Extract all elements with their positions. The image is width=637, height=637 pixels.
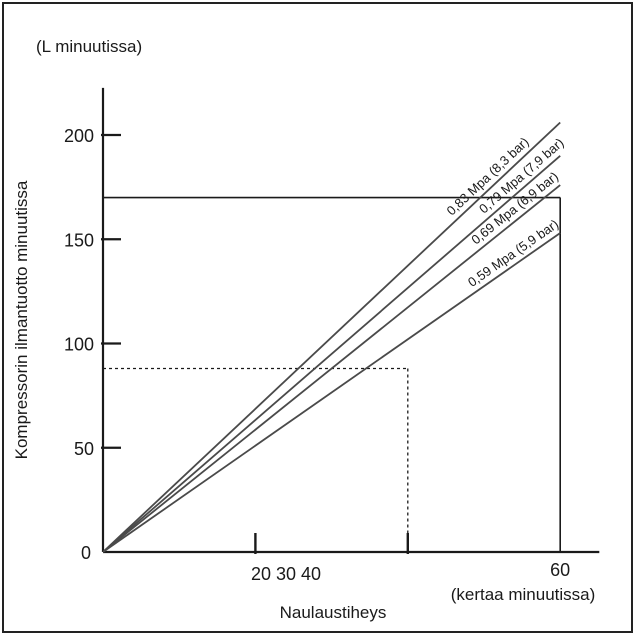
- y-tick-label: 200: [64, 126, 94, 146]
- series-line: [102, 121, 561, 553]
- series-line: [102, 184, 561, 553]
- series-line: [102, 155, 561, 553]
- x-unit-label: (kertaa minuutissa): [451, 585, 596, 604]
- y-tick-label: 0: [81, 543, 91, 563]
- y-tick-label: 150: [64, 230, 94, 250]
- x-tick-label: 60: [550, 560, 570, 580]
- y-tick-label: 100: [64, 335, 94, 355]
- x-axis-label: Naulaustiheys: [280, 603, 387, 622]
- series-line: [102, 232, 561, 553]
- x-tick-label: 20 30 40: [251, 564, 321, 584]
- y-axis-label: Kompressorin ilmantuotto minuutissa: [12, 180, 31, 459]
- y-unit-label: (L minuutissa): [36, 37, 142, 56]
- y-tick-label: 50: [74, 439, 94, 459]
